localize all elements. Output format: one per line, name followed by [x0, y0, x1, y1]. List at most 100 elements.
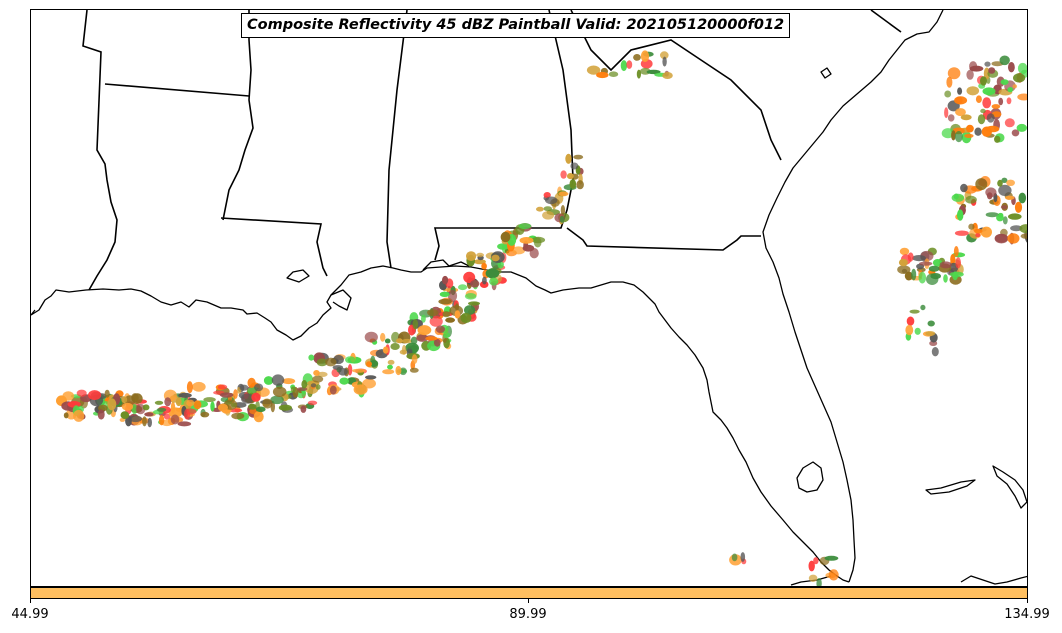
paintball-blob [1001, 177, 1008, 183]
paintball-blob [954, 230, 969, 236]
paintball-blob [808, 574, 818, 582]
paintball-blob [154, 400, 164, 405]
paintball-blob [899, 247, 910, 256]
paintball-blob [120, 411, 130, 419]
paintball-blob [315, 384, 321, 390]
paintball-blob [247, 377, 256, 388]
paintball-blob [168, 407, 183, 418]
paintball-blob [217, 384, 228, 390]
paintball-blob [119, 417, 126, 422]
paintball-blob [142, 404, 150, 411]
paintball-blob [310, 383, 317, 388]
paintball-blob [411, 354, 418, 365]
paintball-blob [950, 254, 956, 265]
paintball-blob [470, 280, 480, 288]
paintball-blob [1008, 62, 1015, 73]
paintball-blob [158, 415, 165, 426]
paintball-blob [985, 212, 999, 218]
paintball-blob [412, 319, 419, 330]
paintball-blob [272, 386, 287, 397]
paintball-blob [646, 69, 661, 75]
paintball-blob [270, 395, 284, 405]
florida-keys [790, 575, 832, 586]
paintball-blob [399, 367, 407, 376]
paintball-blob [482, 276, 487, 285]
paintball-blob [329, 385, 337, 395]
paintball-blob [964, 133, 974, 138]
paintball-blob [824, 555, 839, 561]
state-border [870, 10, 902, 33]
paintball-blob [997, 179, 1003, 187]
paintball-blob [401, 338, 413, 344]
paintball-blob [914, 327, 921, 335]
paintball-blob [947, 114, 955, 122]
colorbar-tick-mark [1027, 599, 1028, 603]
paintball-blob [1016, 123, 1027, 132]
paintball-blob [1019, 224, 1027, 234]
paintball-blob [442, 275, 449, 285]
paintball-blob [660, 51, 669, 60]
paintball-blob [121, 402, 134, 411]
paintball-blob [905, 324, 914, 336]
paintball-blob [481, 262, 487, 270]
paintball-blob [1017, 93, 1027, 101]
paintball-blob [156, 407, 167, 412]
paintball-blob [953, 246, 959, 257]
paintball-blob [1006, 97, 1012, 105]
paintball-blob [107, 398, 117, 411]
paintball-blob [316, 358, 328, 367]
paintball-blob [282, 378, 296, 385]
paintball-blob [353, 384, 368, 395]
paintball-blob [904, 271, 913, 281]
paintball-blob [998, 97, 1004, 106]
atlantic-coastline [762, 10, 944, 583]
paintball-blob [382, 369, 395, 375]
paintball-blob [468, 301, 480, 306]
paintball-blob [982, 97, 992, 109]
paintball-blob [301, 380, 308, 389]
paintball-blob [464, 293, 477, 300]
paintball-blob [620, 60, 628, 72]
paintball-blob [144, 412, 154, 417]
paintball-blob [325, 357, 337, 367]
paintball-blob [253, 411, 264, 423]
paintball-blob [999, 55, 1010, 66]
paintball-blob [898, 258, 908, 267]
paintball-blob [740, 552, 746, 562]
paintball-blob [920, 304, 926, 311]
paintball-blob [897, 265, 911, 274]
map-title: Composite Reflectivity 45 dBZ Paintball … [241, 13, 791, 38]
paintball-blob [308, 354, 315, 361]
paintball-blob [1004, 118, 1015, 128]
paintball-blob [996, 214, 1004, 222]
paintball-blob [317, 371, 328, 377]
paintball-blob [460, 312, 472, 324]
paintball-blob [435, 325, 445, 333]
paintball-blob [977, 114, 986, 125]
paintball-blob [1002, 216, 1008, 225]
gulf-coastline [31, 265, 850, 583]
paintball-blob [531, 236, 546, 244]
paintball-blob [608, 71, 619, 77]
paintball-blob [636, 69, 642, 79]
paintball-blob [192, 381, 206, 392]
paintball-blob [458, 284, 468, 291]
colorbar-tick-label-mid: 89.99 [509, 607, 547, 622]
paintball-blob [954, 131, 963, 143]
map-canvas [31, 10, 1027, 586]
paintball-blob [464, 305, 476, 316]
paintball-blob [966, 69, 974, 80]
paintball-blob [543, 206, 552, 212]
paintball-blob [928, 265, 940, 272]
paintball-blob [982, 87, 996, 96]
paintball-blob [239, 384, 249, 391]
paintball-blob [251, 392, 261, 402]
paintball-blob [473, 259, 486, 265]
coastline-layer [31, 10, 1027, 586]
paintball-blob [906, 316, 915, 326]
paintball-blob [573, 154, 584, 160]
paintball-blob [543, 192, 551, 199]
paintball-blob [417, 325, 432, 336]
paintball-blob [570, 162, 579, 170]
paintball-blob [944, 90, 952, 98]
